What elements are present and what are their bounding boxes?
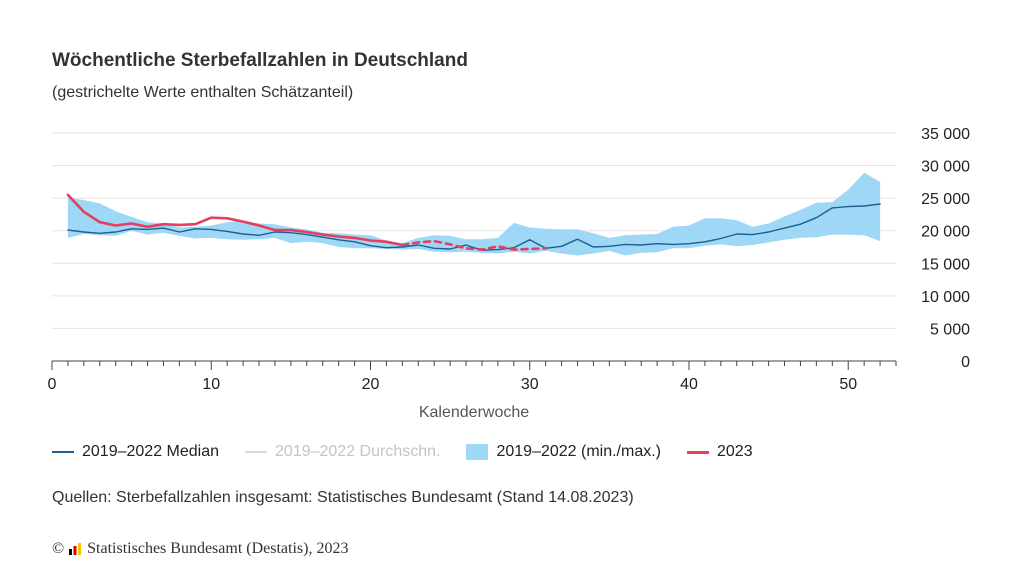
x-tick-label: 20 [362,376,380,393]
legend-item-average[interactable]: 2019–2022 Durchschn. [245,443,440,461]
grid-lines [52,132,896,329]
band-area [67,172,881,256]
y-tick-label: 15 000 [921,256,970,273]
y-tick-label: 0 [961,354,970,371]
chart-subtitle: (gestrichelte Werte enthalten Schätzante… [52,84,354,101]
min-max-band [67,172,881,256]
legend-swatch-median [52,451,74,453]
axes [51,360,897,370]
legend: 2019–2022 Median 2019–2022 Durchschn. 20… [52,442,779,462]
y-tick-labels: 0 5 000 10 000 15 000 20 000 25 000 30 000 35 0… [921,126,970,371]
y-tick-label: 5 000 [930,321,970,338]
series-line-median [67,203,881,251]
source-note: Quellen: Sterbefallzahlen insgesamt: Sta… [52,489,634,506]
series-line-2023-estimated [401,239,547,251]
y-tick-label: 10 000 [921,289,970,306]
y-tick-label: 20 000 [921,224,970,241]
y-tick-label: 35 000 [921,126,970,143]
legend-swatch-average [245,451,268,453]
y-tick-label: 30 000 [921,159,970,176]
x-tick-labels: 0 10 20 30 40 50 [48,376,858,393]
series-lines [66,193,881,251]
copyright-text: Statistisches Bundesamt (Destatis), 2023 [87,540,349,557]
x-axis-label: Kalenderwoche [419,404,529,421]
x-tick-label: 10 [202,376,220,393]
legend-item-2023[interactable]: 2023 [687,443,753,461]
legend-label-median: 2019–2022 Median [82,443,220,460]
series-line-2023 [66,193,404,247]
chart-title: Wöchentliche Sterbefallzahlen in Deutsch… [52,50,468,71]
legend-label-2023: 2023 [717,443,753,460]
legend-swatch-2023 [687,450,709,454]
copyright-line: © Statistisches Bundesamt (Destatis), 20… [52,540,348,558]
legend-label-range: 2019–2022 (min./max.) [496,443,661,460]
y-tick-label: 25 000 [921,191,970,208]
legend-item-range[interactable]: 2019–2022 (min./max.) [466,443,661,461]
x-tick-label: 30 [521,376,539,393]
copyright-symbol: © [52,540,65,557]
destatis-logo-icon [69,543,82,555]
legend-item-median[interactable]: 2019–2022 Median [52,443,219,461]
line-chart: 0 5 000 10 000 15 000 20 000 25 000 30 000 35 0… [48,126,971,421]
x-tick-label: 50 [839,376,857,393]
legend-label-average: 2019–2022 Durchschn. [275,443,441,460]
x-tick-label: 0 [48,376,57,393]
legend-swatch-range [466,444,489,460]
x-tick-label: 40 [680,376,698,393]
